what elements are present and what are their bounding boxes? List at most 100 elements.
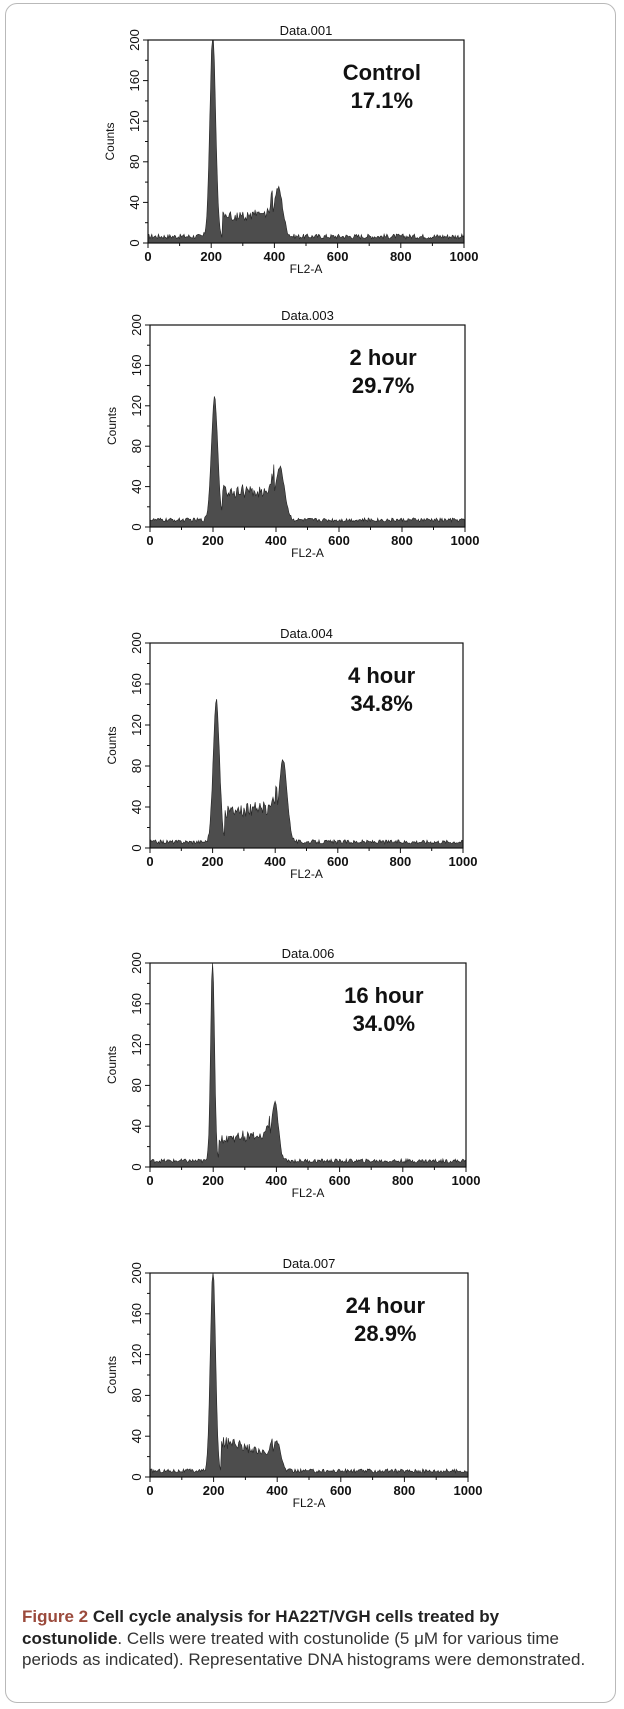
histogram-panel-control: Data.001 0 200 400 600 800 1000 FL2-A 0 40 80 120 16… bbox=[103, 23, 479, 276]
y-tick-label: 0 bbox=[129, 1163, 144, 1170]
x-tick-label: 200 bbox=[202, 854, 224, 869]
x-tick-label: 800 bbox=[391, 533, 413, 548]
y-tick-label: 80 bbox=[129, 759, 144, 773]
y-tick-label: 200 bbox=[129, 952, 144, 974]
x-tick-label: 0 bbox=[146, 854, 153, 869]
x-tick-label: 800 bbox=[394, 1483, 416, 1498]
chart-title: Data.003 bbox=[281, 310, 334, 323]
chart-title: Data.007 bbox=[283, 1257, 336, 1271]
y-tick-label: 160 bbox=[129, 1303, 144, 1325]
x-tick-label: 0 bbox=[146, 1173, 153, 1188]
x-tick-label: 600 bbox=[328, 533, 350, 548]
x-axis-label: FL2-A bbox=[291, 546, 324, 560]
y-tick-label: 120 bbox=[129, 395, 144, 417]
y-tick-label: 80 bbox=[127, 155, 142, 169]
y-axis-label: Counts bbox=[105, 407, 119, 445]
y-axis-label: Counts bbox=[105, 726, 119, 764]
y-tick-label: 80 bbox=[129, 1388, 144, 1402]
x-tick-label: 200 bbox=[202, 533, 224, 548]
x-tick-label: 0 bbox=[146, 533, 153, 548]
y-tick-label: 160 bbox=[127, 70, 142, 92]
x-tick-label: 1000 bbox=[449, 854, 478, 869]
chart-title: Data.001 bbox=[280, 23, 333, 38]
figure-title-part2: costunolide bbox=[22, 1628, 118, 1648]
histogram-area bbox=[147, 39, 465, 244]
x-tick-label: 200 bbox=[202, 1173, 224, 1188]
y-tick-label: 120 bbox=[127, 110, 142, 132]
x-tick-label: 1000 bbox=[454, 1483, 483, 1498]
x-tick-label: 1000 bbox=[452, 1173, 481, 1188]
y-tick-label: 0 bbox=[129, 844, 144, 851]
y-tick-label: 80 bbox=[129, 1078, 144, 1092]
y-tick-label: 200 bbox=[129, 314, 144, 336]
histogram-panel-24-hour: Data.007 0 200 400 600 800 1000 FL2-A 0 40 80 120 16… bbox=[105, 1257, 483, 1510]
y-tick-label: 160 bbox=[129, 355, 144, 377]
y-tick-label: 40 bbox=[127, 195, 142, 209]
annotation-percent: 34.0% bbox=[353, 1011, 415, 1036]
y-tick-label: 80 bbox=[129, 439, 144, 453]
histogram-area bbox=[149, 699, 464, 849]
y-tick-label: 40 bbox=[129, 1119, 144, 1133]
plot-frame bbox=[149, 642, 464, 849]
x-axis-label: FL2-A bbox=[292, 1186, 325, 1200]
x-axis-label: FL2-A bbox=[293, 1496, 326, 1510]
x-tick-label: 800 bbox=[392, 1173, 414, 1188]
x-tick-label: 200 bbox=[200, 249, 222, 264]
y-tick-label: 0 bbox=[127, 239, 142, 246]
x-tick-label: 600 bbox=[327, 249, 349, 264]
y-tick-label: 120 bbox=[129, 714, 144, 736]
x-axis-label: FL2-A bbox=[290, 262, 323, 276]
x-tick-label: 400 bbox=[264, 249, 286, 264]
x-tick-label: 200 bbox=[203, 1483, 225, 1498]
y-tick-label: 200 bbox=[127, 29, 142, 51]
annotation-label: 2 hour bbox=[349, 345, 417, 370]
x-tick-label: 400 bbox=[265, 533, 287, 548]
histogram-area bbox=[149, 962, 467, 1168]
chart-title: Data.006 bbox=[282, 947, 335, 961]
y-tick-label: 200 bbox=[129, 632, 144, 654]
annotation-label: Control bbox=[343, 60, 421, 85]
y-tick-label: 40 bbox=[129, 479, 144, 493]
y-tick-label: 120 bbox=[129, 1344, 144, 1366]
x-tick-label: 600 bbox=[327, 854, 349, 869]
y-tick-label: 0 bbox=[129, 1473, 144, 1480]
x-axis-label: FL2-A bbox=[290, 867, 323, 881]
y-tick-label: 160 bbox=[129, 673, 144, 695]
annotation-percent: 29.7% bbox=[352, 373, 414, 398]
y-axis-label: Counts bbox=[103, 122, 117, 160]
annotation-percent: 28.9% bbox=[354, 1321, 416, 1346]
histogram-area bbox=[149, 1272, 469, 1478]
annotation-label: 4 hour bbox=[348, 663, 416, 688]
chart-title: Data.004 bbox=[280, 627, 333, 641]
x-tick-label: 400 bbox=[266, 1173, 288, 1188]
y-tick-label: 200 bbox=[129, 1262, 144, 1284]
x-tick-label: 600 bbox=[329, 1173, 351, 1188]
y-tick-label: 0 bbox=[129, 523, 144, 530]
histogram-area bbox=[149, 396, 466, 528]
x-tick-label: 0 bbox=[146, 1483, 153, 1498]
histogram-panel-16-hour: Data.006 0 200 400 600 800 1000 FL2-A 0 40 80 120 16… bbox=[105, 947, 481, 1200]
figure-caption: Figure 2 Cell cycle analysis for HA22T/V… bbox=[22, 1606, 612, 1671]
y-axis-label: Counts bbox=[105, 1046, 119, 1084]
y-tick-label: 160 bbox=[129, 993, 144, 1015]
x-tick-label: 400 bbox=[266, 1483, 288, 1498]
y-tick-label: 40 bbox=[129, 1429, 144, 1443]
figure-frame bbox=[5, 3, 616, 1703]
x-tick-label: 800 bbox=[390, 249, 412, 264]
x-tick-label: 1000 bbox=[450, 249, 479, 264]
annotation-percent: 34.8% bbox=[350, 691, 412, 716]
x-tick-label: 1000 bbox=[451, 533, 480, 548]
y-axis-label: Counts bbox=[105, 1356, 119, 1394]
annotation-label: 24 hour bbox=[346, 1293, 426, 1318]
x-tick-label: 0 bbox=[144, 249, 151, 264]
figure-title-part1: Cell cycle analysis for HA22T/VGH cells … bbox=[88, 1607, 500, 1626]
histogram-panel-4-hour: Data.004 0 200 400 600 800 1000 FL2-A 0 40 80 120 16… bbox=[105, 627, 478, 881]
plot-frame bbox=[149, 324, 466, 528]
figure-label: Figure 2 bbox=[22, 1607, 89, 1626]
y-tick-label: 120 bbox=[129, 1034, 144, 1056]
annotation-label: 16 hour bbox=[344, 983, 424, 1008]
x-tick-label: 800 bbox=[390, 854, 412, 869]
y-tick-label: 40 bbox=[129, 800, 144, 814]
caption-text: . Cells were treated with costunolide (5… bbox=[22, 1628, 586, 1670]
histogram-panel-2-hour: Data.003 0 200 400 600 800 1000 FL2-A 0 40 80 120 16… bbox=[105, 310, 480, 560]
